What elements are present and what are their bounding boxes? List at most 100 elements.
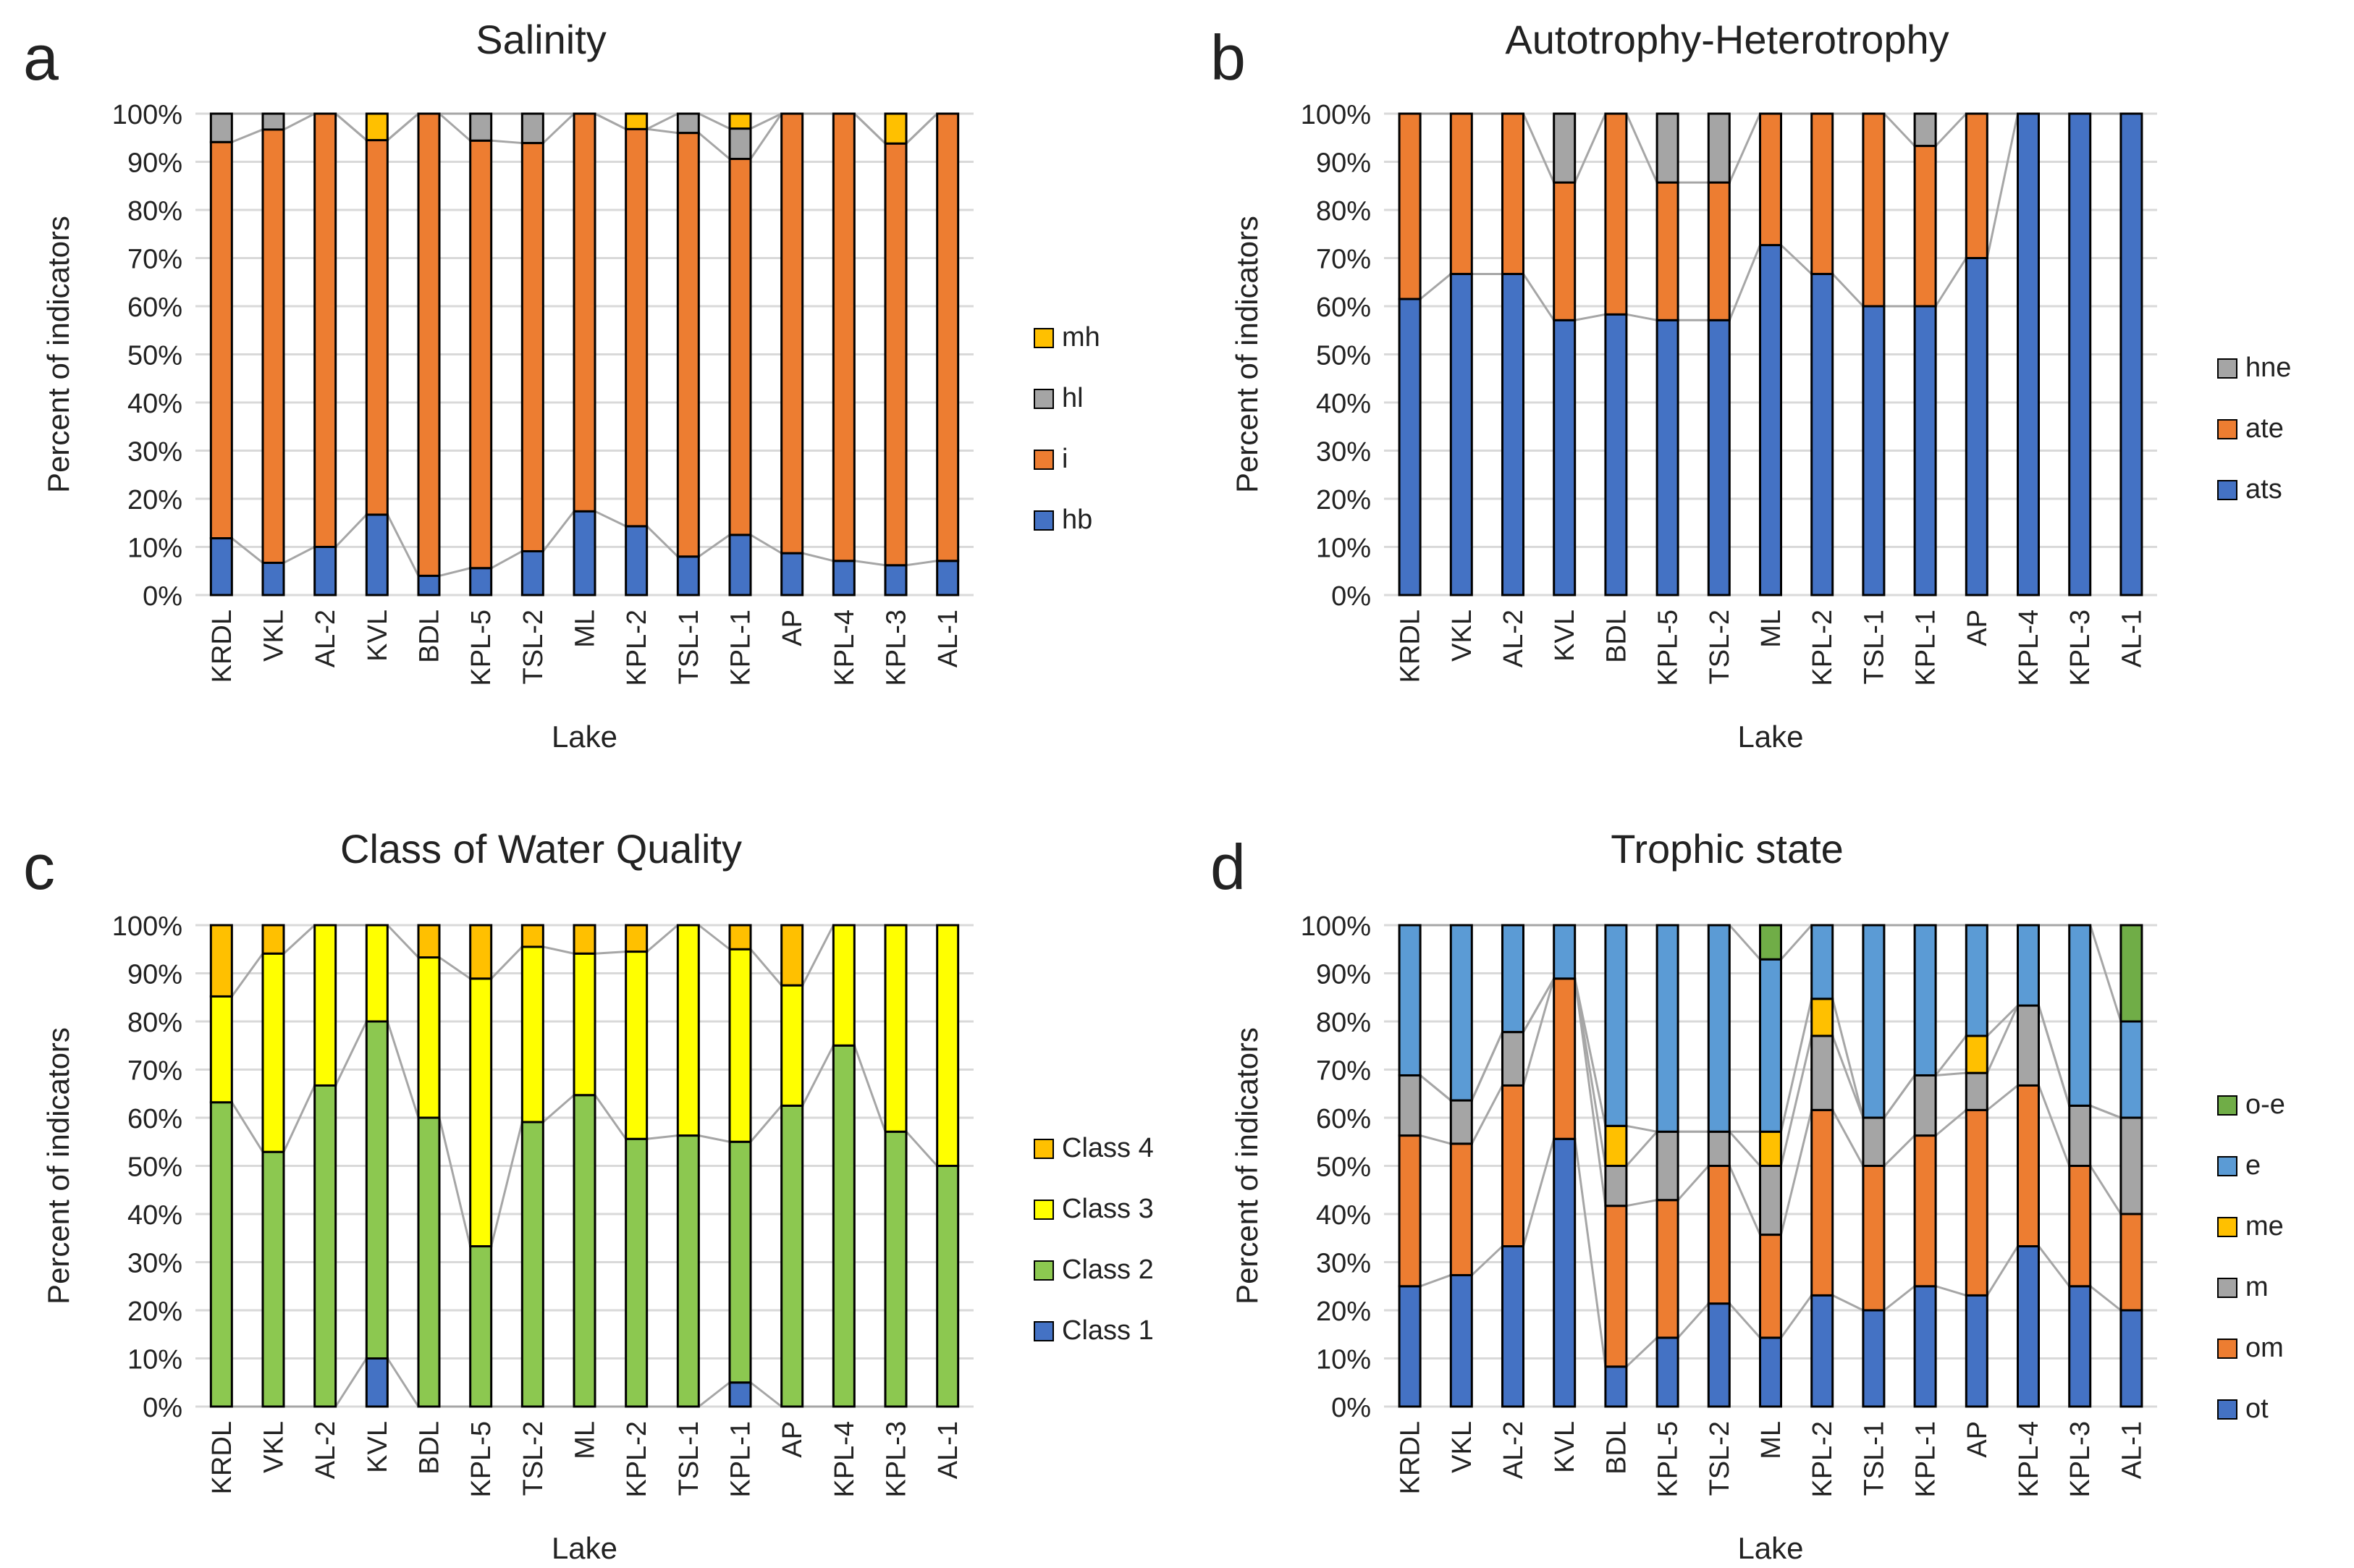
y-tick-label: 90% (1316, 960, 1371, 990)
bar-i (884, 142, 908, 567)
series-connector (439, 567, 471, 577)
legend-swatch (2217, 1095, 2237, 1116)
bar-class-4 (573, 924, 596, 955)
x-tick-label: AL-2 (311, 610, 341, 667)
bar-e (1604, 924, 1628, 1127)
bar-me (1604, 1124, 1628, 1168)
series-connector (1780, 998, 1813, 1132)
series-connector (1625, 1131, 1658, 1167)
bar-om (1862, 1165, 1886, 1312)
legend-swatch (2217, 1278, 2237, 1298)
series-connector (2090, 1104, 2122, 1119)
x-tick-label: KPL-3 (2065, 1421, 2096, 1498)
x-tick-label: TSL-2 (1705, 1421, 1735, 1496)
legend-label: m (2245, 1272, 2269, 1302)
series-connector (1986, 1084, 2019, 1111)
bar-class-4 (261, 924, 285, 955)
series-connector (1934, 1035, 1967, 1076)
bar-class-2 (261, 1150, 285, 1408)
bar-om (1553, 977, 1577, 1140)
bar-class-2 (365, 1020, 389, 1360)
x-tick-label: AL-2 (1498, 1421, 1529, 1479)
bar-class-2 (780, 1104, 804, 1408)
panel-a: a Salinity 0% 10% 20% 30% 40% 50% 60% 70% 80% 90% 10… (23, 17, 1100, 754)
y-tick-label: 60% (127, 292, 182, 323)
series-connector (1728, 244, 1761, 321)
bar-i (469, 139, 493, 570)
x-tick-label: KPL-5 (1653, 610, 1684, 686)
bar-ats (1553, 319, 1577, 597)
bar-class-3 (520, 945, 544, 1124)
bar-i (676, 132, 700, 558)
bar-om (2017, 1084, 2040, 1248)
y-tick-label: 0% (143, 581, 182, 612)
series-connector (1780, 244, 1813, 275)
y-tick-label: 60% (1316, 1104, 1371, 1134)
legend-label: Class 1 (1062, 1315, 1154, 1346)
legend-swatch (1034, 1260, 1054, 1281)
series-connector (1831, 1109, 1865, 1167)
series-connector (594, 1094, 627, 1140)
x-tick-label: TSL-1 (1859, 1421, 1889, 1496)
y-axis-label: Percent of indicators (1230, 1027, 1264, 1304)
bar-hl (520, 112, 544, 145)
y-tick-label: 70% (127, 245, 182, 275)
bar-hne (1655, 112, 1679, 184)
bar-hb (261, 561, 285, 597)
bar-hb (728, 534, 752, 597)
x-tick-label: ML (570, 1421, 601, 1459)
bar-e (1913, 924, 1937, 1076)
bar-i (209, 140, 233, 540)
series-connector (2038, 1084, 2071, 1167)
x-tick-label: KRDL (207, 1421, 237, 1494)
series-connector (1883, 1134, 1916, 1167)
bar-i (365, 139, 389, 516)
x-tick-label: KPL-4 (2014, 610, 2044, 686)
bar-hb (625, 525, 649, 597)
y-tick-label: 30% (127, 437, 182, 468)
legend-swatch (2217, 419, 2237, 439)
legend-swatch (2217, 480, 2237, 500)
y-tick-label: 90% (127, 148, 182, 179)
bar-m (2119, 1116, 2143, 1215)
y-tick-label: 70% (1316, 1056, 1371, 1087)
x-tick-label: TSL-2 (518, 610, 549, 684)
series-connector (1729, 1302, 1761, 1339)
series-connector (542, 510, 575, 552)
bar-ats (1604, 313, 1628, 597)
bar-hl (261, 112, 285, 131)
bar-hne (1553, 112, 1577, 184)
bar-e (1965, 924, 1988, 1037)
bar-m (1862, 1116, 1886, 1167)
series-connector (490, 550, 523, 570)
series-connector (2038, 1245, 2070, 1287)
bar-ats (1655, 319, 1679, 597)
bar-i (520, 142, 544, 552)
bar-om (1965, 1108, 1988, 1297)
series-connector (1522, 978, 1556, 1086)
series-connector (1935, 1285, 1967, 1297)
x-axis-label: Lake (552, 1531, 617, 1565)
series-connector (698, 1381, 730, 1408)
series-connector (854, 560, 886, 567)
legend-label: e (2245, 1150, 2261, 1181)
series-connector (594, 112, 627, 130)
bar-class-3 (676, 924, 700, 1137)
series-connector (1986, 1004, 2019, 1037)
series-connector (646, 127, 678, 135)
x-tick-label: KPL-4 (830, 1421, 860, 1498)
x-tick-label: KVL (363, 1421, 393, 1473)
series-connector (1522, 978, 1556, 1033)
series-connector (646, 924, 679, 953)
bar-i (417, 112, 441, 577)
series-connector (1625, 1336, 1658, 1367)
x-tick-label: KPL-5 (466, 610, 497, 686)
x-tick-label: KPL-1 (726, 610, 756, 686)
x-tick-label: KPL-4 (2014, 1421, 2044, 1498)
y-tick-label: 50% (1316, 1152, 1371, 1183)
series-connector (282, 924, 316, 955)
x-tick-label: KPL-4 (830, 610, 860, 686)
bar-om (1913, 1134, 1937, 1288)
bar-ats (1913, 305, 1937, 597)
